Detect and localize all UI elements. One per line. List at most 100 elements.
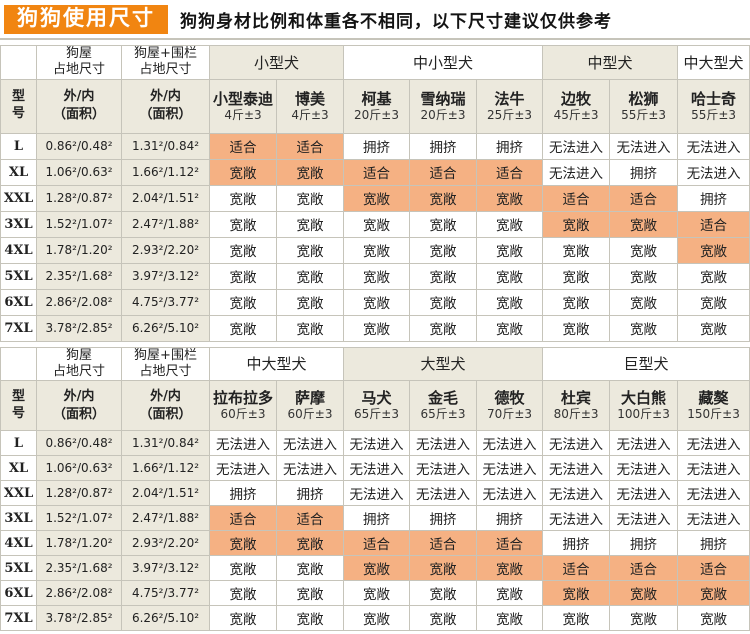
breed-weight: 20斤±3 <box>354 107 399 122</box>
table-row: 3XL 1.52²/1.07² 2.47²/1.88² 适合 适合 拥挤 拥挤 拥挤 无法进入无… <box>0 505 750 531</box>
breed-weight: 80斤±3 <box>553 407 599 422</box>
status-cell: 宽敞 <box>275 184 345 212</box>
breed-name: 法牛 <box>494 89 525 108</box>
breed-name: 藏獒 <box>698 389 729 408</box>
breed-header: 哈士奇 55斤±3 <box>677 78 750 134</box>
status-cell: 无法进入 <box>609 132 679 160</box>
model-cell: XL <box>0 455 37 481</box>
house-size-cell: 2.35²/1.68² <box>36 262 122 290</box>
status-cell: 适合 <box>409 158 478 186</box>
table-row: 7XL 3.78²/2.85² 6.26²/5.10² 宽敞 宽敞 宽敞 宽敞 宽敞 宽敞 宽敞宽… <box>0 605 750 631</box>
status-cell: 宽敞 <box>409 184 478 212</box>
area-column-header: 外/内 （面积） <box>36 78 122 134</box>
status-cell: 宽敞 <box>209 236 277 264</box>
status-cell: 宽敞 <box>209 555 277 581</box>
status-cell: 宽敞 <box>476 184 544 212</box>
status-cell: 无法进入 <box>609 505 679 531</box>
status-cell: 无法进入 <box>542 132 611 160</box>
status-cell: 宽敞 <box>343 210 411 238</box>
status-cell: 无法进入 <box>542 505 611 531</box>
house-size-cell: 1.52²/1.07² <box>36 505 122 531</box>
status-cell: 适合 <box>409 530 478 556</box>
status-cell: 宽敞 <box>343 184 411 212</box>
corner-cell <box>0 45 37 80</box>
breed-weight: 65斤±3 <box>354 407 399 422</box>
status-cell: 拥挤 <box>476 505 544 531</box>
status-cell: 拥挤 <box>409 132 478 160</box>
status-cell: 适合 <box>609 184 679 212</box>
breed-name: 拉布拉多 <box>212 389 273 408</box>
status-cell: 适合 <box>609 555 679 581</box>
house-size-cell: 3.78²/2.85² <box>36 605 122 631</box>
status-cell: 无法进入 <box>542 480 611 506</box>
model-cell: 7XL <box>0 605 37 631</box>
status-cell: 宽敞 <box>343 288 411 316</box>
status-cell: 无法进入 <box>677 505 750 531</box>
breed-header: 法牛 25斤±3 <box>476 78 544 134</box>
status-cell: 宽敞 <box>343 262 411 290</box>
status-cell: 宽敞 <box>542 314 611 342</box>
breed-name: 松狮 <box>628 89 659 108</box>
fence-size-cell: 4.75²/3.77² <box>121 580 210 606</box>
dog-group-header: 巨型犬 <box>542 346 750 381</box>
status-cell: 无法进入 <box>275 455 345 481</box>
house-size-cell: 2.86²/2.08² <box>36 288 122 316</box>
breed-name: 小型泰迪 <box>212 89 273 108</box>
status-cell: 宽敞 <box>275 314 345 342</box>
status-cell: 宽敞 <box>476 210 544 238</box>
status-cell: 无法进入 <box>542 455 611 481</box>
breed-name: 雪纳瑞 <box>420 89 466 108</box>
status-cell: 宽敞 <box>677 314 750 342</box>
model-cell: XXL <box>0 480 37 506</box>
corner-cell <box>0 346 37 381</box>
status-cell: 宽敞 <box>275 580 345 606</box>
table-row: XXL 1.28²/0.87² 2.04²/1.51² 拥挤 拥挤 无法进入 无法进入 无法进… <box>0 480 750 506</box>
status-cell: 适合 <box>209 505 277 531</box>
house-fence-footprint-header: 狗屋+围栏 占地尺寸 <box>121 45 210 80</box>
status-cell: 宽敞 <box>343 236 411 264</box>
status-cell: 适合 <box>677 210 750 238</box>
model-cell: 4XL <box>0 530 37 556</box>
status-cell: 无法进入 <box>609 430 679 456</box>
breed-name: 博美 <box>295 89 326 108</box>
dog-group-header: 大型犬 <box>343 346 544 381</box>
status-cell: 宽敞 <box>609 314 679 342</box>
status-cell: 无法进入 <box>677 430 750 456</box>
breed-header: 边牧 45斤±3 <box>542 78 611 134</box>
house-size-cell: 1.28²/0.87² <box>36 184 122 212</box>
fence-size-cell: 1.66²/1.12² <box>121 455 210 481</box>
status-cell: 适合 <box>275 132 345 160</box>
status-cell: 无法进入 <box>343 480 411 506</box>
status-cell: 适合 <box>209 132 277 160</box>
house-size-cell: 2.86²/2.08² <box>36 580 122 606</box>
size-table-small-to-medium-dogs: 狗屋 占地尺寸 狗屋+围栏 占地尺寸 小型犬 中小型犬 中型犬 中大型犬型 号外/内 （面… <box>0 45 750 342</box>
area-column-header: 外/内 （面积） <box>121 78 210 134</box>
status-cell: 无法进入 <box>476 480 544 506</box>
status-cell: 适合 <box>542 555 611 581</box>
breed-weight: 65斤±3 <box>420 407 466 422</box>
status-cell: 宽敞 <box>209 605 277 631</box>
status-cell: 宽敞 <box>409 236 478 264</box>
fence-size-cell: 2.47²/1.88² <box>121 505 210 531</box>
status-cell: 宽敞 <box>209 184 277 212</box>
status-cell: 无法进入 <box>609 480 679 506</box>
dog-group-header: 小型犬 <box>208 45 345 80</box>
status-cell: 宽敞 <box>609 288 679 316</box>
status-cell: 拥挤 <box>542 530 611 556</box>
model-cell: XXL <box>0 184 37 212</box>
fence-size-cell: 6.26²/5.10² <box>121 314 210 342</box>
status-cell: 无法进入 <box>677 480 750 506</box>
status-cell: 宽敞 <box>343 605 411 631</box>
breed-weight: 60斤±3 <box>220 407 266 422</box>
status-cell: 宽敞 <box>209 530 277 556</box>
table-row: 3XL 1.52²/1.07² 2.47²/1.88² 宽敞 宽敞 宽敞 宽敞 宽敞 宽敞 宽敞适… <box>0 210 750 238</box>
fence-size-cell: 6.26²/5.10² <box>121 605 210 631</box>
fence-size-cell: 2.47²/1.88² <box>121 210 210 238</box>
breed-weight: 150斤±3 <box>687 407 740 422</box>
breed-name: 杜宾 <box>561 389 592 408</box>
status-cell: 宽敞 <box>609 236 679 264</box>
dog-group-header: 中小型犬 <box>343 45 544 80</box>
status-cell: 宽敞 <box>275 530 345 556</box>
status-cell: 拥挤 <box>609 530 679 556</box>
status-cell: 宽敞 <box>542 262 611 290</box>
